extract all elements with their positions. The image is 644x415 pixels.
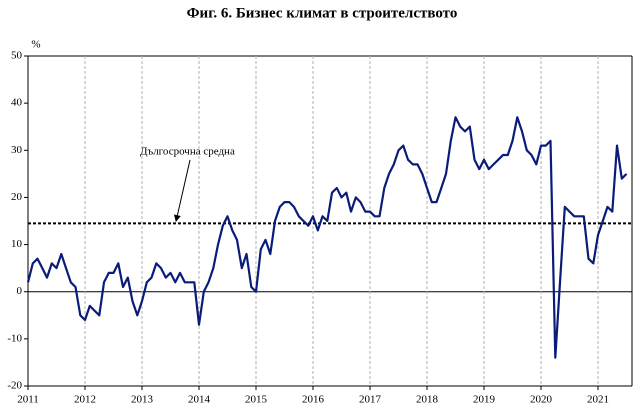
x-tick-label: 2013	[131, 394, 154, 406]
y-tick-label: 20	[11, 191, 23, 203]
x-tick-label: 2014	[188, 394, 211, 406]
y-tick-label: 30	[11, 144, 23, 156]
y-axis-label: %	[31, 39, 40, 51]
y-tick-label: 10	[11, 238, 23, 250]
x-tick-label: 2020	[530, 394, 553, 406]
y-tick-label: -10	[7, 332, 22, 344]
y-tick-label: 50	[11, 50, 23, 62]
data-line	[26, 116, 628, 359]
y-tick-label: 0	[17, 285, 23, 297]
x-tick-label: 2018	[416, 394, 439, 406]
x-tick-label: 2019	[473, 394, 496, 406]
x-tick-label: 2016	[302, 394, 325, 406]
y-tick-label: -20	[7, 380, 22, 392]
x-tick-label: 2017	[359, 394, 382, 406]
y-tick-label: 40	[11, 97, 23, 109]
x-tick-label: 2021	[587, 394, 609, 406]
annotation-arrow	[173, 159, 191, 223]
x-tick-label: 2012	[74, 394, 96, 406]
x-tick-label: 2011	[17, 394, 39, 406]
chart-title: Фиг. 6. Бизнес климат в строителството	[187, 5, 458, 21]
x-tick-label: 2015	[245, 394, 268, 406]
mean-label: Дългосрочна средна	[140, 146, 235, 158]
